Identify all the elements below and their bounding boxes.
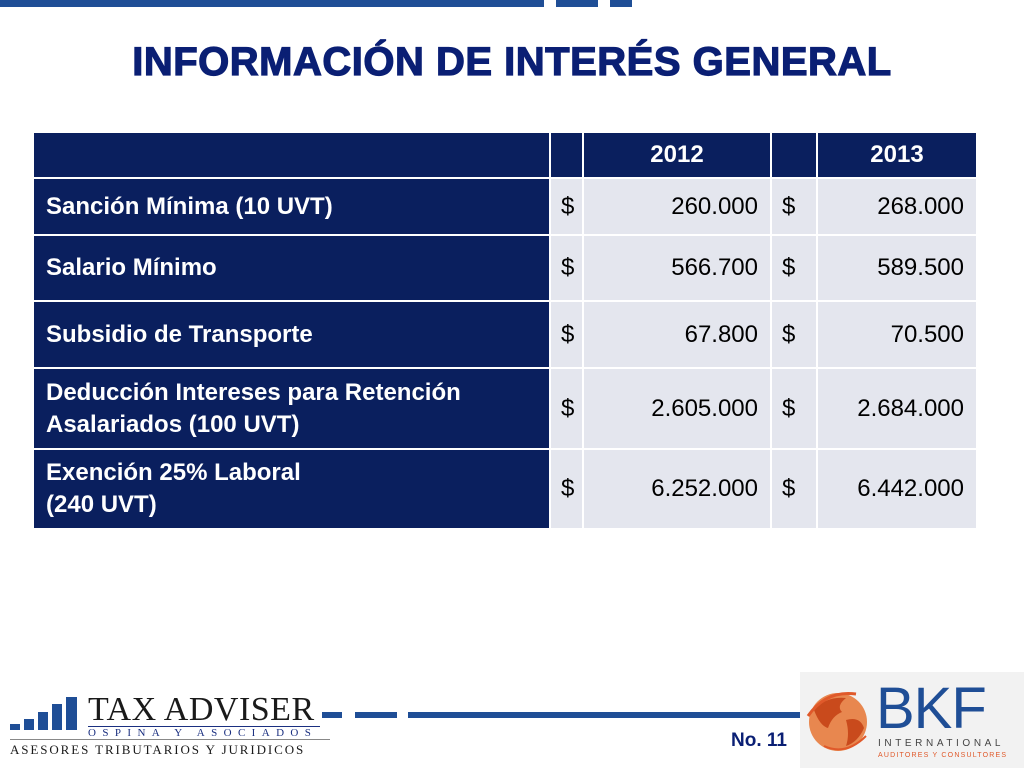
bkf-logo: BKF INTERNATIONAL AUDITORES Y CONSULTORE… (800, 672, 1024, 768)
currency-symbol: $ (549, 234, 584, 302)
logo-name: BKF (876, 676, 987, 741)
page-number: No. 11 (731, 730, 787, 751)
currency-symbol: $ (549, 300, 584, 369)
value-2012: 67.800 (582, 300, 772, 369)
top-decor-bar (610, 0, 632, 7)
row-label-line: Asalariados (100 UVT) (46, 410, 300, 438)
value-2012: 2.605.000 (582, 367, 772, 450)
value-2012: 260.000 (582, 177, 772, 236)
currency-symbol: $ (770, 234, 818, 302)
value-2013: 2.684.000 (816, 367, 978, 450)
row-label: Exención 25% Laboral (240 UVT) (32, 448, 551, 530)
currency-symbol: $ (770, 448, 818, 530)
logo-name: TAX ADVISER (88, 691, 315, 728)
currency-symbol: $ (770, 367, 818, 450)
header-cell-2013: 2013 (816, 131, 978, 179)
footer-decor-bar (355, 712, 397, 718)
top-decor-bar (556, 0, 598, 7)
value-2013: 70.500 (816, 300, 978, 369)
logo-tagline: AUDITORES Y CONSULTORES (878, 752, 1008, 759)
row-label: Salario Mínimo (32, 234, 551, 302)
top-decor-bar (0, 0, 544, 7)
tax-adviser-logo: TAX ADVISER OSPINA Y ASOCIADOS ASESORES … (10, 693, 330, 758)
logo-subtitle: OSPINA Y ASOCIADOS (88, 726, 320, 739)
currency-symbol: $ (770, 300, 818, 369)
currency-symbol: $ (770, 177, 818, 236)
header-cell-2012: 2012 (582, 131, 772, 179)
logo-subtitle: INTERNATIONAL (878, 738, 1005, 749)
footer-decor-bar (322, 712, 342, 718)
value-2013: 589.500 (816, 234, 978, 302)
currency-symbol: $ (549, 177, 584, 236)
header-cell-currency (549, 131, 584, 179)
header-cell-currency (770, 131, 818, 179)
table-row: Subsidio de Transporte $ 67.800 $ 70.500 (32, 300, 978, 369)
globe-logo-icon (806, 691, 867, 751)
table-row: Sanción Mínima (10 UVT) $ 260.000 $ 268.… (32, 177, 978, 236)
row-label: Subsidio de Transporte (32, 300, 551, 369)
logo-tagline: ASESORES TRIBUTARIOS Y JURIDICOS (10, 739, 330, 758)
row-label: Deducción Intereses para Retención Asalar… (32, 367, 551, 450)
currency-symbol: $ (549, 367, 584, 450)
row-label-line: Deducción Intereses para Retención (46, 378, 461, 406)
row-label: Sanción Mínima (10 UVT) (32, 177, 551, 236)
slide-title: INFORMACIÓN DE INTERÉS GENERAL (132, 39, 892, 84)
value-2013: 268.000 (816, 177, 978, 236)
table-row: Salario Mínimo $ 566.700 $ 589.500 (32, 234, 978, 302)
header-cell-label (32, 131, 551, 179)
row-label-line: (240 UVT) (46, 491, 157, 518)
value-2012: 6.252.000 (582, 448, 772, 530)
value-2013: 6.442.000 (816, 448, 978, 530)
value-2012: 566.700 (582, 234, 772, 302)
row-label-line: Exención 25% Laboral (46, 459, 301, 486)
currency-symbol: $ (549, 448, 584, 530)
footer-decor-bar (408, 712, 800, 718)
table-row: Deducción Intereses para Retención Asalar… (32, 367, 978, 450)
table-header-row: 2012 2013 (32, 131, 978, 179)
info-table: 2012 2013 Sanción Mínima (10 UVT) $ 260.… (32, 131, 978, 530)
table-row: Exención 25% Laboral (240 UVT) $ 6.252.00… (32, 448, 978, 530)
